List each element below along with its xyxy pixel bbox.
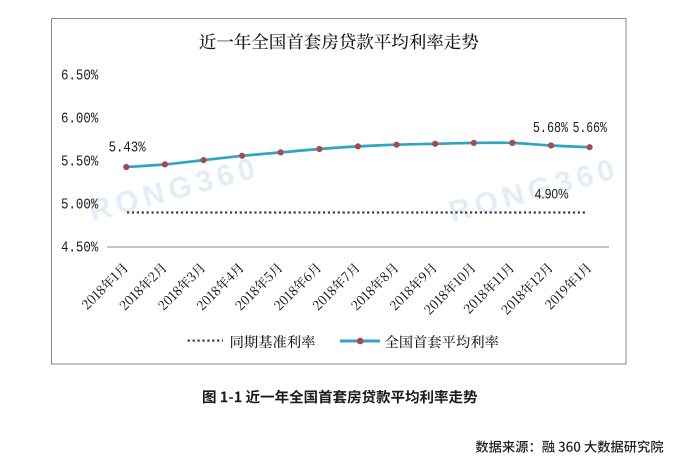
svg-text:5.50%: 5.50% — [61, 155, 99, 171]
svg-text:4.90%: 4.90% — [535, 186, 569, 201]
svg-text:6.00%: 6.00% — [61, 112, 99, 128]
svg-text:5.66%: 5.66% — [573, 121, 608, 137]
svg-text:5.43%: 5.43% — [109, 141, 146, 157]
svg-text:5.68%: 5.68% — [533, 121, 569, 137]
svg-text:4.50%: 4.50% — [61, 241, 99, 257]
svg-text:5.00%: 5.00% — [61, 198, 99, 214]
svg-text:6.50%: 6.50% — [61, 69, 99, 85]
